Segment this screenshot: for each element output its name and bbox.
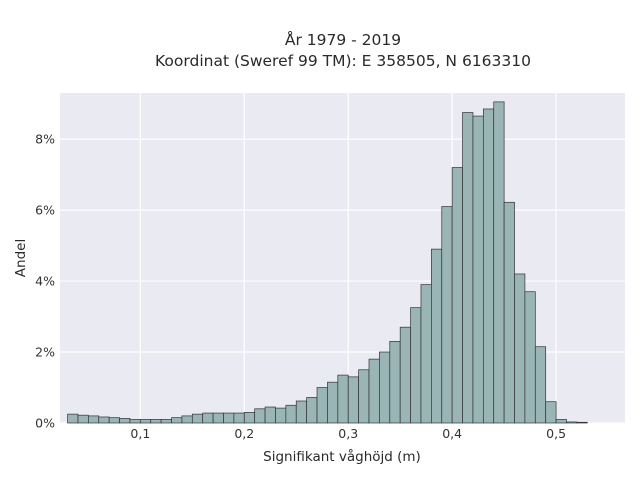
histogram-bar [431,248,443,424]
histogram-bar [254,408,266,424]
histogram-bar [202,412,214,424]
x-tick-label: 0,3 [338,426,358,441]
histogram-bar [233,412,245,424]
histogram-bar [462,112,474,424]
x-axis-label: Signifikant våghöjd (m) [263,448,421,465]
histogram-bars [67,101,588,424]
histogram-bar [191,413,204,424]
x-axis-ticks: 0,1 0,2 0,3 0,4 0,5 [130,426,566,441]
chart-title: År 1979 - 2019 [285,30,401,49]
histogram-bar [493,101,505,424]
histogram-bar [88,415,100,424]
histogram-bar [389,341,401,424]
y-axis-label: Andel [13,239,29,277]
y-tick-label: 6% [35,203,55,218]
histogram-bar [399,326,411,424]
histogram-bar [368,358,380,424]
histogram-bar [347,376,359,424]
x-tick-label: 0,5 [546,426,566,441]
histogram-bar [150,419,162,424]
histogram-bar [441,206,453,424]
y-tick-label: 0% [35,416,55,431]
histogram-bar [379,351,391,424]
histogram-bar [295,400,307,424]
histogram-bar [420,284,432,424]
histogram-bar [243,412,256,424]
histogram-bar [108,417,120,424]
histogram-bar [160,419,172,424]
histogram-bar [316,387,328,424]
histogram-bar [555,419,567,424]
histogram-bar [472,115,484,424]
histogram-bar [306,397,318,424]
x-tick-label: 0,2 [234,426,254,441]
y-axis-ticks: 0% 2% 4% 6% 8% [35,132,55,431]
histogram-bar [524,291,536,424]
histogram-bar [576,421,588,424]
histogram-bar [171,417,183,424]
histogram-bar [503,201,515,424]
histogram-bar [410,307,422,424]
histogram-bar [119,418,131,424]
histogram-bar [566,421,578,424]
histogram-bar [514,273,526,424]
histogram-bar [327,381,339,424]
histogram-bar [534,346,547,424]
histogram-bar [285,404,297,424]
histogram-bar [545,401,557,424]
histogram-bar [264,406,276,424]
y-tick-label: 8% [35,132,55,147]
histogram-bar [223,412,235,424]
chart-subtitle: Koordinat (Sweref 99 TM): E 358505, N 61… [155,52,531,70]
histogram-bar [212,412,224,424]
histogram-bar [67,413,79,424]
histogram-bar [275,407,287,424]
histogram-bar [451,167,463,424]
histogram-bar [98,416,110,424]
histogram-bar [129,419,141,424]
histogram-bar [482,108,495,424]
y-tick-label: 2% [35,345,55,360]
x-tick-label: 0,4 [442,426,462,441]
histogram-bar [139,419,152,424]
y-tick-label: 4% [35,274,55,289]
x-tick-label: 0,1 [130,426,150,441]
histogram-bar [181,415,193,424]
histogram-bar [358,369,370,424]
histogram-bar [77,414,89,424]
histogram-bar [337,374,349,424]
